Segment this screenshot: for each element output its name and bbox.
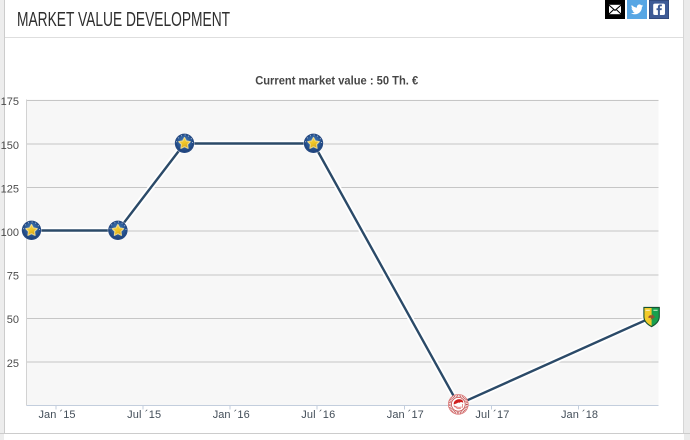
svg-text:Jan ´17: Jan ´17 — [387, 409, 424, 421]
svg-text:75: 75 — [7, 271, 19, 283]
svg-text:125: 125 — [1, 183, 19, 195]
svg-text:25: 25 — [7, 358, 19, 370]
svg-text:Jan ´18: Jan ´18 — [561, 409, 598, 421]
svg-text:Jan ´15: Jan ´15 — [39, 409, 76, 421]
svg-text:150: 150 — [1, 140, 19, 152]
svg-text:Jul ´16: Jul ´16 — [301, 409, 335, 421]
svg-text:175: 175 — [1, 96, 19, 108]
svg-text:Current market value : 50 Th.: Current market value : 50 Th. € — [255, 75, 419, 87]
svg-text:50: 50 — [7, 314, 19, 326]
svg-text:Jul ´15: Jul ´15 — [127, 409, 161, 421]
svg-text:Jul ´17: Jul ´17 — [475, 409, 509, 421]
svg-text:100: 100 — [1, 227, 19, 239]
svg-text:Jan ´16: Jan ´16 — [213, 409, 250, 421]
